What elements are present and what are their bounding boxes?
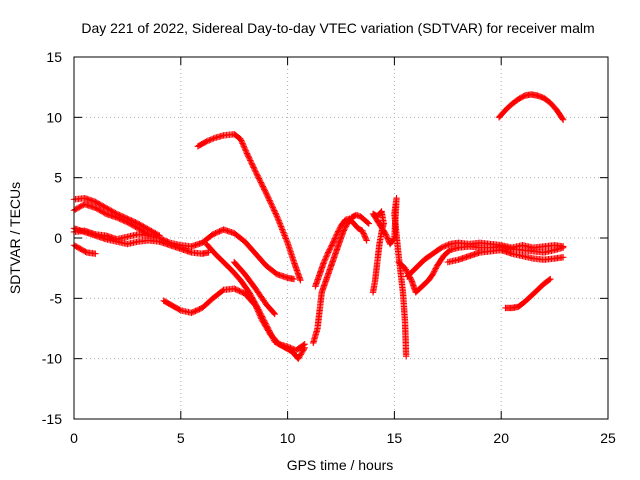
series-track-12 [369,194,410,360]
marker-trace [70,242,99,257]
series-track-7 [160,285,308,354]
y-tick-label: 15 [46,49,62,65]
x-tick-label: 10 [280,430,296,446]
series-track-9 [231,258,278,318]
x-axis-label: GPS time / hours [287,457,394,473]
plot-frame [73,56,609,420]
y-tick-label: -10 [42,351,62,367]
marker-trace [404,239,567,280]
marker-trace [444,246,567,266]
marker-trace [160,285,308,354]
chart-title: Day 221 of 2022, Sidereal Day-to-day VTE… [81,20,594,36]
marker-trace [231,258,278,318]
marker-trace [203,240,308,362]
marker-trace [70,226,298,283]
series-track-10 [310,211,372,347]
marker-trace [310,211,372,347]
marker-trace [502,275,554,312]
x-tick-label: 25 [600,430,616,446]
y-tick-label: 5 [54,170,62,186]
x-tick-label: 5 [177,430,185,446]
marker-trace [312,215,370,290]
data-series [70,91,567,362]
series-track-16 [495,91,567,123]
series-track-8 [203,240,308,362]
marker-trace [369,194,410,360]
y-tick-label: -5 [50,290,63,306]
series-track-15 [444,246,567,266]
x-tick-label: 20 [493,430,509,446]
x-tick-label: 0 [70,430,78,446]
y-axis-label: SDTVAR / TECUs [7,182,23,294]
y-tick-label: 10 [46,109,62,125]
series-track-14 [404,239,567,280]
marker-trace [194,131,304,284]
series-track-11 [312,215,370,290]
series-track-6 [194,131,304,284]
y-tick-label: -15 [42,411,62,427]
series-track-5 [70,242,99,257]
series-track-4 [70,226,298,283]
y-tick-label: 0 [54,230,62,246]
series-track-17 [502,275,554,312]
marker-trace [495,91,567,123]
x-tick-label: 15 [387,430,403,446]
